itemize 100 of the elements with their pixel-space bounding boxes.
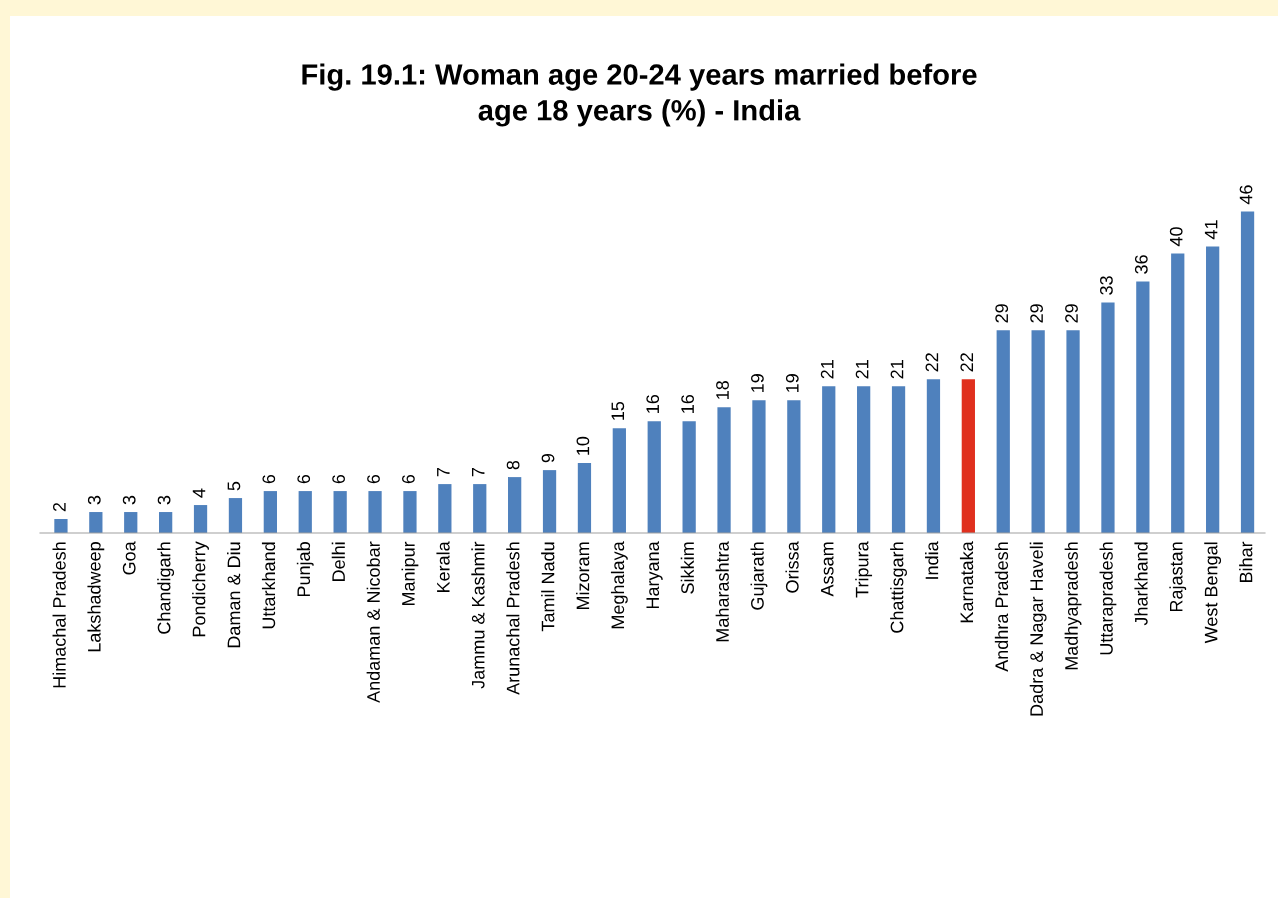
- bar: [1240, 211, 1255, 533]
- bar: [822, 386, 836, 533]
- bar: [787, 400, 801, 533]
- data-label: 29: [1030, 304, 1043, 323]
- data-label: 19: [785, 374, 799, 392]
- bar: [333, 491, 347, 533]
- x-tick-label: Gujarath: [750, 542, 768, 610]
- data-label: 16: [681, 394, 694, 413]
- x-tick-label: India: [925, 541, 939, 579]
- data-label: 8: [506, 460, 520, 470]
- bar: [647, 421, 661, 533]
- data-label: 7: [437, 468, 450, 477]
- bar: [1031, 330, 1045, 533]
- data-label: 36: [1134, 255, 1148, 274]
- bar: [542, 470, 557, 533]
- data-label: 19: [751, 374, 764, 392]
- x-tick-label: Manipur: [401, 541, 419, 606]
- bar: [263, 491, 277, 533]
- data-label: 6: [402, 474, 415, 484]
- x-tick-label: Assam: [820, 542, 834, 597]
- x-tick-label: Jharkhand: [1134, 542, 1148, 626]
- x-tick-label: Maharashtra: [715, 541, 729, 642]
- chart-title: Fig. 19.1: Woman age 20-24 years married before age 18 years (%) - India: [302, 63, 977, 127]
- x-tick-label: West Bengal: [1204, 542, 1222, 644]
- data-label: 22: [960, 353, 974, 372]
- data-label: 29: [995, 304, 1009, 323]
- data-label: 33: [1100, 276, 1113, 295]
- bar: [996, 330, 1010, 533]
- bar: [159, 512, 173, 533]
- data-label: 9: [541, 453, 555, 463]
- bar: [717, 407, 731, 533]
- x-tick-label: Chattisgarh: [890, 542, 907, 633]
- x-tick-label: Karnataka: [959, 541, 974, 623]
- data-label: 2: [53, 502, 66, 512]
- x-tick-label: Jammu & Kashmir: [471, 541, 485, 689]
- x-tick-label: Kerala: [436, 541, 450, 593]
- data-label: 22: [925, 353, 939, 372]
- data-label: 6: [332, 474, 345, 484]
- data-label: 21: [855, 360, 869, 379]
- x-tick-label: Delhi: [331, 542, 345, 581]
- bar: [961, 379, 975, 533]
- x-tick-label: Tamil Nadu: [541, 542, 555, 632]
- x-tick-label: Dadra & Nagar Haveli: [1029, 542, 1047, 716]
- x-tick-label: Haryana: [646, 541, 663, 609]
- data-label: 4: [192, 488, 206, 498]
- x-tick-label: Goa: [122, 541, 136, 575]
- data-label: 3: [87, 495, 101, 505]
- bar: [228, 498, 243, 533]
- data-label: 5: [227, 481, 241, 491]
- x-tick-label: Arunachal Pradesh: [506, 542, 520, 695]
- bar: [1136, 281, 1150, 533]
- x-tick-label: Uttarkhand: [261, 542, 276, 629]
- bar: [1066, 330, 1080, 533]
- bar: [368, 491, 382, 533]
- data-label: 6: [367, 474, 380, 484]
- x-tick-label: Uttarapradesh: [1099, 542, 1117, 655]
- x-tick-label: Tripura: [855, 541, 873, 598]
- data-label: 6: [297, 474, 311, 484]
- data-label: 3: [122, 495, 136, 505]
- bar: [612, 428, 626, 533]
- bar: [473, 484, 487, 533]
- x-tick-label: Sikkim: [680, 542, 694, 594]
- data-label: 7: [471, 468, 485, 477]
- bar: [1206, 246, 1220, 533]
- bar: [926, 379, 941, 533]
- data-label: 29: [1065, 304, 1078, 323]
- bar: [891, 386, 906, 533]
- x-tick-label: Rajastan: [1169, 542, 1187, 612]
- x-tick-label: Mizoram: [576, 542, 590, 610]
- x-tick-label: Bihar: [1239, 541, 1253, 582]
- data-label: 21: [890, 360, 904, 379]
- data-label: 3: [157, 495, 171, 505]
- bar: [577, 463, 592, 533]
- data-label: 6: [262, 474, 276, 484]
- bar: [752, 400, 766, 533]
- bar: [857, 386, 871, 533]
- bar: [89, 512, 103, 533]
- x-tick-label: Punjab: [296, 542, 314, 597]
- x-tick-label: Lakshadweep: [87, 542, 105, 652]
- x-tick-label: Meghalaya: [610, 541, 628, 629]
- x-tick-label: Andhra Pradesh: [994, 542, 1009, 672]
- bar: [508, 477, 522, 533]
- bar: [124, 512, 138, 533]
- x-tick-label: Daman & Diu: [227, 542, 241, 648]
- x-tick-label: Chandigarh: [157, 542, 175, 634]
- data-label: 46: [1239, 185, 1253, 205]
- data-label: 41: [1204, 220, 1218, 240]
- x-tick-label: Pondicherry: [192, 541, 209, 637]
- data-label: 21: [820, 360, 834, 379]
- bar: [54, 519, 68, 533]
- data-label: 18: [716, 380, 729, 399]
- bar: [193, 505, 208, 533]
- data-label: 15: [611, 401, 625, 420]
- data-label: 10: [576, 436, 590, 455]
- bar: [1101, 302, 1115, 533]
- data-label: 16: [646, 394, 660, 413]
- bar: [298, 491, 312, 533]
- x-tick-label: Andaman & Nicobar: [366, 541, 380, 703]
- bar: [403, 491, 417, 533]
- bar: [1171, 253, 1185, 533]
